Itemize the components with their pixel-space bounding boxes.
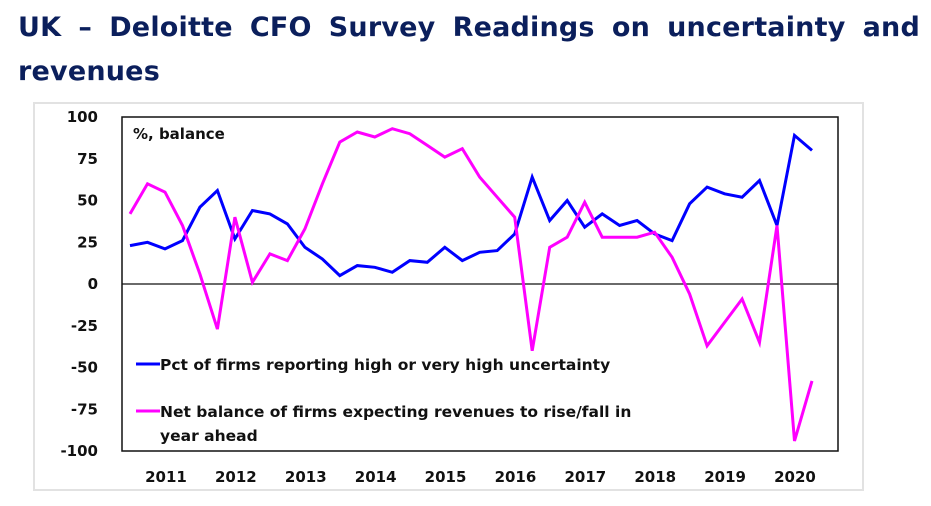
x-axis-ticks: 2011 2012 2013 2014 2015 2016 2017 2018 2019 2020 <box>145 468 816 486</box>
y-tick-label: 75 <box>77 150 98 168</box>
x-tick-label: 2018 <box>634 468 676 486</box>
y-tick-label: -75 <box>71 400 98 418</box>
chart-title: UK – Deloitte CFO Survey Readings on unc… <box>18 12 920 87</box>
x-tick-label: 2014 <box>355 468 397 486</box>
legend-label-uncertainty: Pct of firms reporting high or very high… <box>160 356 610 374</box>
x-tick-label: 2019 <box>704 468 746 486</box>
chart-container <box>33 102 864 491</box>
x-tick-label: 2015 <box>425 468 467 486</box>
y-tick-label: -25 <box>71 317 98 335</box>
series-layer <box>128 127 814 442</box>
x-tick-label: 2011 <box>145 468 187 486</box>
y-tick-label: 50 <box>77 192 98 210</box>
x-tick-label: 2012 <box>215 468 257 486</box>
x-tick-label: 2017 <box>564 468 606 486</box>
y-tick-label: -50 <box>71 359 98 377</box>
x-tick-label: 2013 <box>285 468 327 486</box>
y-axis-ticks: 100 75 50 25 0 -25 -50 -75 -100 <box>60 108 98 460</box>
legend-label-revenues: year ahead <box>160 427 258 445</box>
legend-label-revenues: Net balance of firms expecting revenues … <box>160 403 631 421</box>
uncertainty-series-line <box>129 132 813 278</box>
y-tick-label: 100 <box>67 108 98 126</box>
y-tick-label: -100 <box>60 442 98 460</box>
legend: Pct of firms reporting high or very high… <box>136 356 631 445</box>
revenues-series-line <box>128 127 814 442</box>
unit-annotation: %, balance <box>133 125 225 143</box>
y-tick-label: 25 <box>77 233 98 251</box>
y-tick-label: 0 <box>88 275 98 293</box>
x-tick-label: 2016 <box>495 468 537 486</box>
x-tick-label: 2020 <box>774 468 816 486</box>
